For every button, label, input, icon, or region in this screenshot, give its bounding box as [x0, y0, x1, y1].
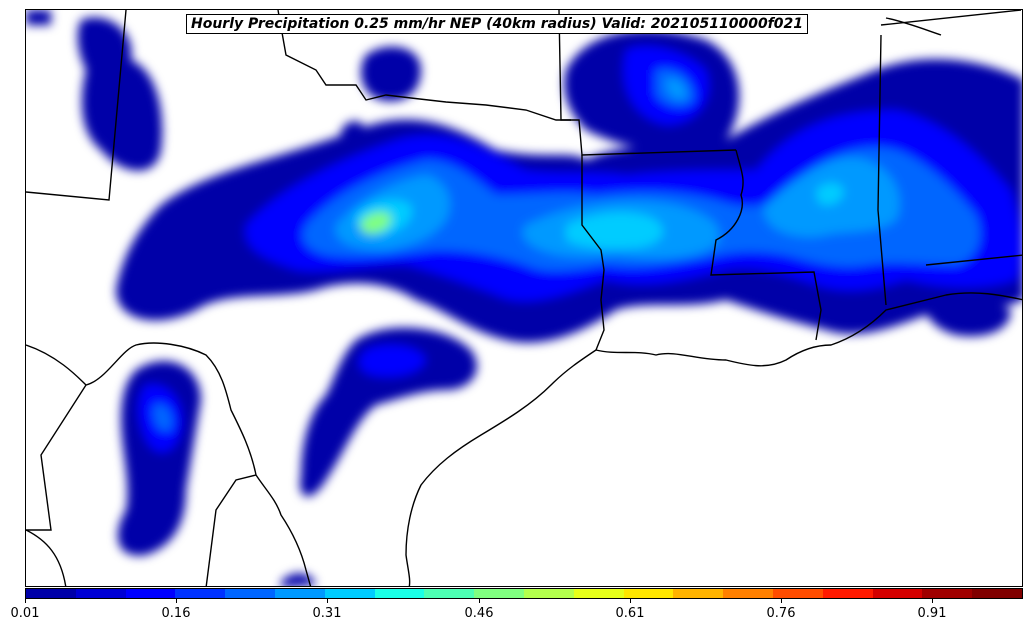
- map-title: Hourly Precipitation 0.25 mm/hr NEP (40k…: [186, 14, 809, 34]
- precip-band-peak: [360, 211, 392, 234]
- colorbar-tick-label: 0.46: [464, 606, 494, 621]
- state-border: [877, 34, 887, 306]
- colorbar-tick: [25, 599, 26, 603]
- precip-band-low: [300, 327, 477, 497]
- precip-band-5: [816, 182, 844, 205]
- colorbar-segment: [125, 589, 176, 598]
- state-border: [558, 10, 737, 156]
- colorbar-tick-label: 0.61: [615, 606, 645, 621]
- state-border: [26, 529, 67, 586]
- colorbar-tick-label: 0.31: [312, 606, 342, 621]
- precip-band-3: [153, 404, 173, 432]
- state-border: [581, 155, 605, 351]
- state-border: [205, 474, 257, 586]
- colorbar-segment: [374, 589, 425, 598]
- colorbar-segment: [474, 589, 524, 598]
- colorbar-segment: [972, 589, 1022, 598]
- colorbar-tick: [932, 599, 933, 603]
- colorbar-segment: [822, 589, 873, 598]
- precip-band-low: [26, 10, 51, 25]
- colorbar-tick-label: 0.91: [917, 606, 947, 621]
- precip-band-low: [77, 17, 163, 171]
- colorbar-tick: [630, 599, 631, 603]
- colorbar-tick: [327, 599, 328, 603]
- map-boundaries: [26, 10, 1022, 586]
- precip-band-low: [361, 46, 421, 102]
- state-border: [26, 384, 87, 531]
- colorbar-segment: [274, 589, 325, 598]
- precip-band-5: [566, 212, 664, 249]
- state-border: [885, 17, 942, 36]
- colorbar-tick-label: 0.16: [161, 606, 191, 621]
- colorbar-segment: [772, 589, 823, 598]
- coastline: [595, 292, 1022, 367]
- state-border: [710, 149, 822, 341]
- precipitation-map: [26, 10, 1022, 586]
- colorbar-segment: [175, 589, 226, 598]
- state-border: [26, 10, 127, 201]
- precip-band-low: [925, 298, 1011, 337]
- state-border: [925, 254, 1022, 266]
- colorbar-tick-label: 0.01: [10, 606, 40, 621]
- state-border: [277, 10, 571, 121]
- colorbar-tick: [479, 599, 480, 603]
- state-border: [26, 342, 312, 586]
- colorbar-segment: [324, 589, 375, 598]
- precip-field: [26, 10, 1022, 586]
- colorbar-segment: [26, 589, 76, 598]
- precip-band-4: [666, 78, 687, 100]
- colorbar-segment: [922, 589, 973, 598]
- colorbar-segment: [225, 589, 275, 598]
- colorbar-segment: [623, 589, 674, 598]
- colorbar: [25, 588, 1023, 599]
- colorbar-segment: [872, 589, 923, 598]
- coastline: [405, 349, 597, 586]
- colorbar-segment: [673, 589, 724, 598]
- colorbar-tick-label: 0.76: [766, 606, 796, 621]
- colorbar-segment: [573, 589, 624, 598]
- colorbar-segment: [723, 589, 773, 598]
- colorbar-segment: [75, 589, 126, 598]
- precip-band-low: [341, 120, 366, 151]
- colorbar-segment: [424, 589, 475, 598]
- colorbar-segment: [523, 589, 574, 598]
- colorbar-tick: [176, 599, 177, 603]
- map-area: [25, 9, 1023, 587]
- colorbar-tick: [781, 599, 782, 603]
- precip-band-2: [359, 344, 426, 377]
